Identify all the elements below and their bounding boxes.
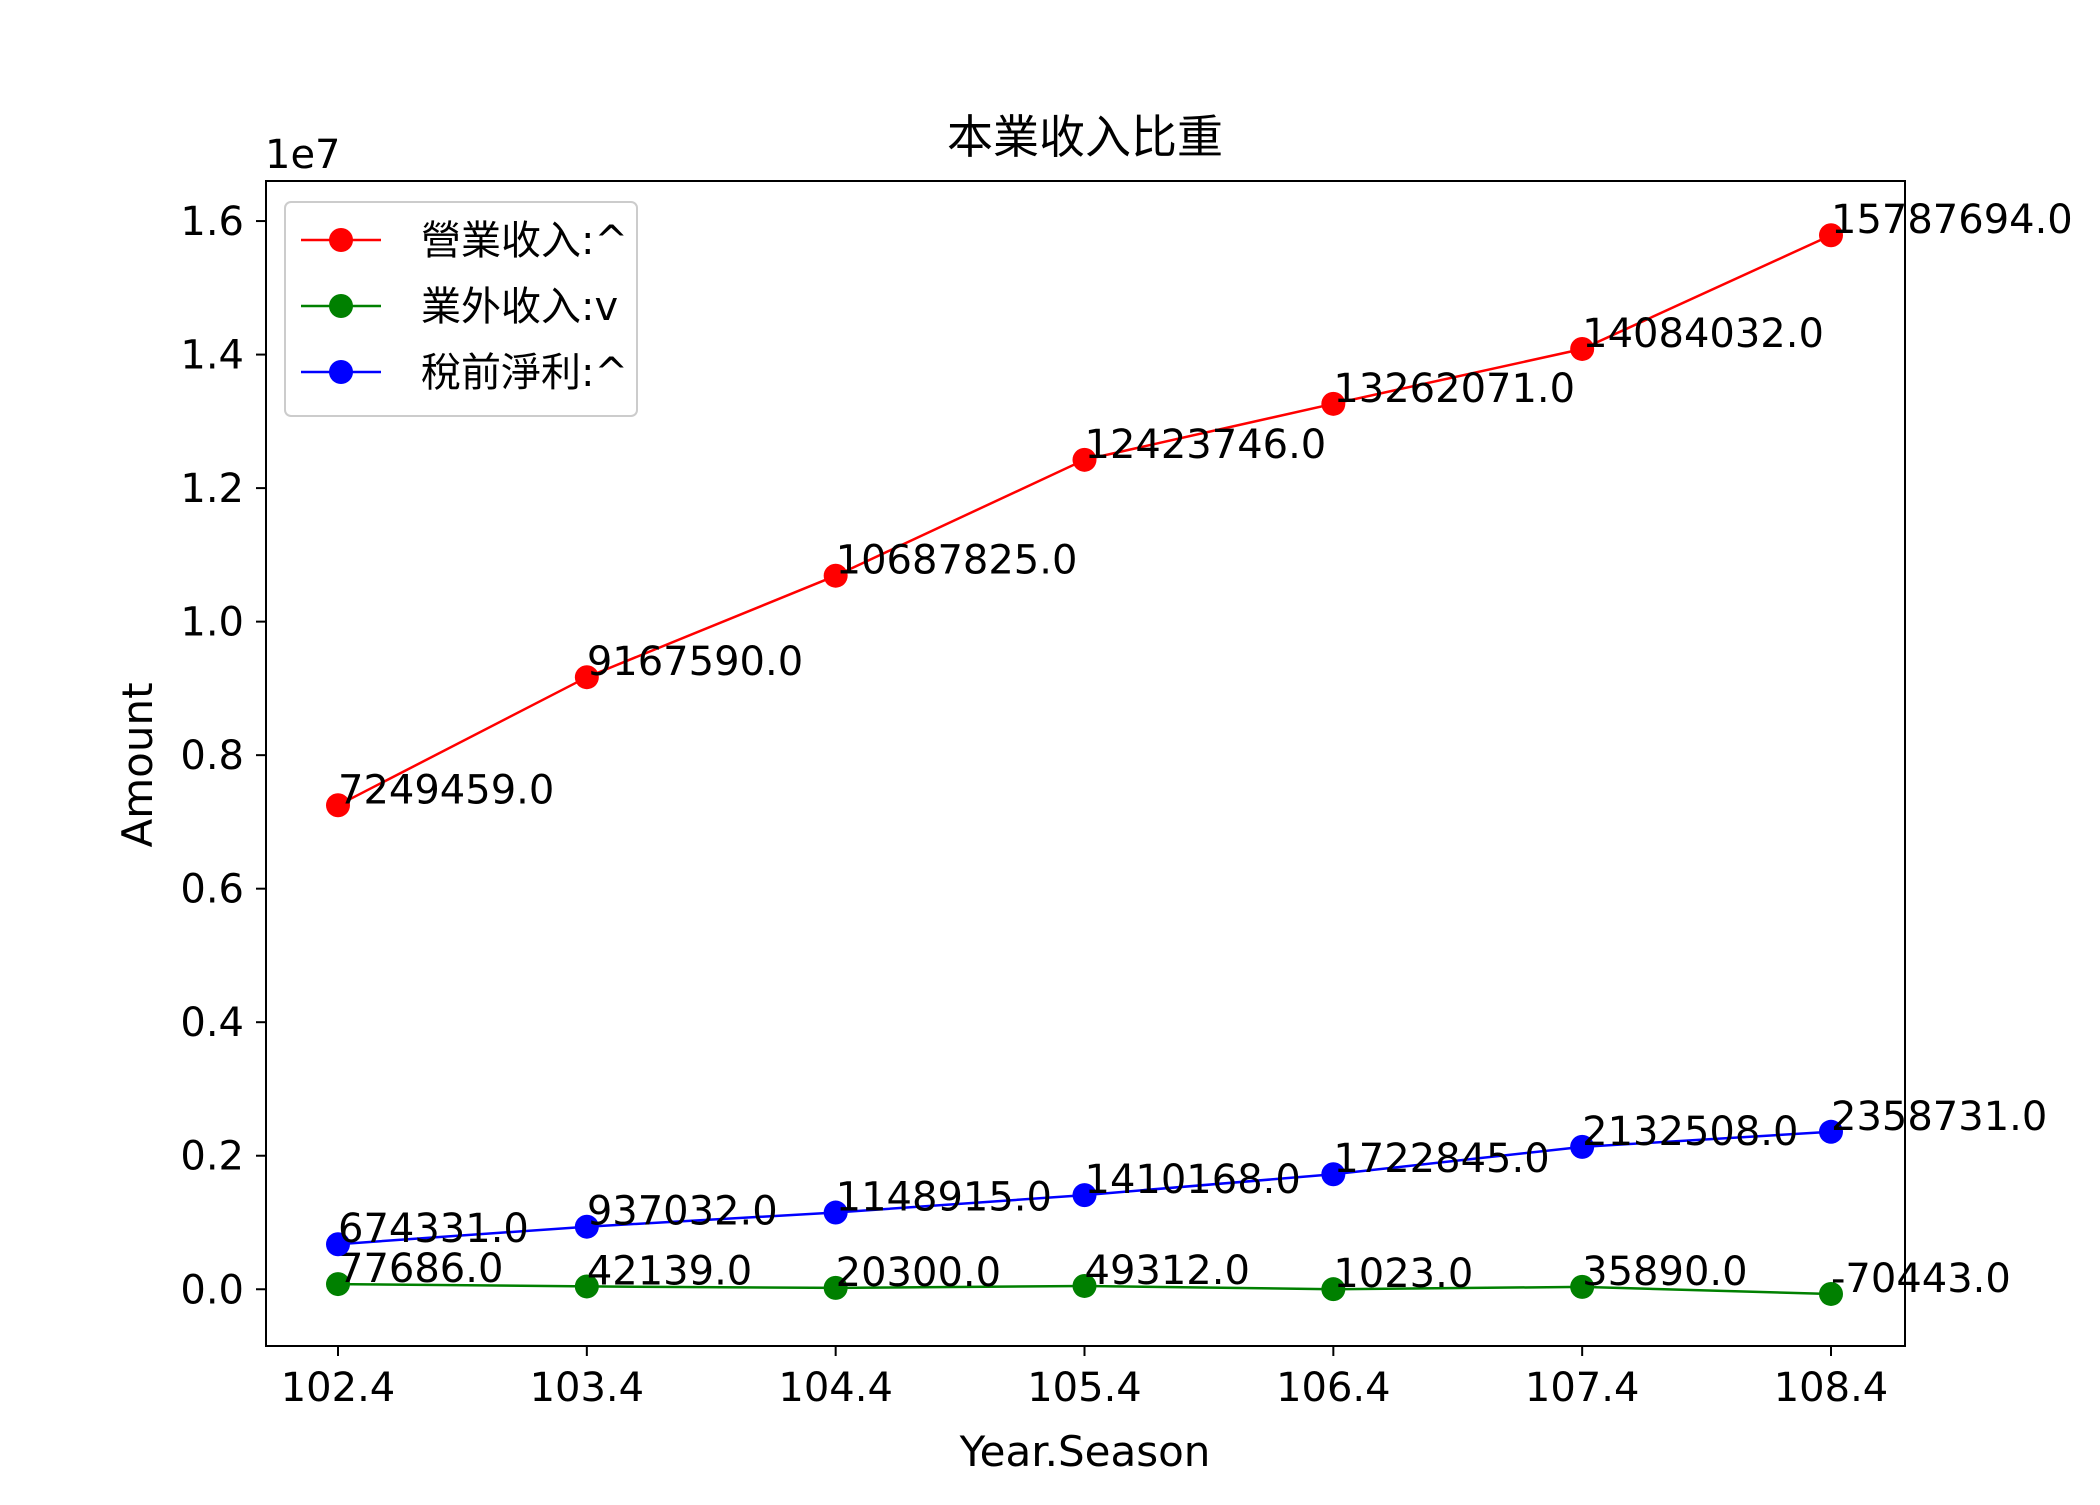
plot-area: 7249459.0 9167590.0 10687825.0 12423746.013… — [326, 197, 2073, 1306]
data-label: 77686.0 — [338, 1246, 503, 1292]
data-label: 20300.0 — [836, 1250, 1001, 1296]
x-tick-label: 106.4 — [1276, 1365, 1391, 1411]
data-label: 2358731.0 — [1831, 1094, 2047, 1140]
data-point — [326, 1232, 350, 1257]
data-label: 12423746.0 — [1085, 422, 1327, 468]
data-label: 1410168.0 — [1085, 1157, 1301, 1203]
y-tick-label: 1.2 — [180, 466, 244, 512]
legend-label: 稅前淨利:^ — [421, 350, 628, 396]
x-axis-label: Year.Season — [959, 1427, 1211, 1476]
data-point — [1321, 391, 1346, 416]
legend-marker — [329, 294, 353, 318]
data-point — [1819, 1281, 1843, 1306]
legend-label: 營業收入:^ — [421, 218, 628, 264]
y-tick-label: 0.2 — [180, 1134, 244, 1180]
data-point — [1321, 1277, 1346, 1302]
legend-box — [284, 201, 638, 417]
chart-title: 本業收入比重 — [947, 110, 1223, 164]
y-tick-label: 0.8 — [180, 733, 244, 779]
data-point — [823, 1275, 848, 1300]
data-label: 15787694.0 — [1831, 197, 2073, 243]
data-point — [574, 665, 599, 690]
data-label: 49312.0 — [1085, 1248, 1250, 1294]
data-point — [1072, 1273, 1097, 1298]
data-point — [1819, 1119, 1843, 1144]
data-point — [1321, 1162, 1346, 1187]
data-point — [326, 793, 350, 818]
data-label: -70443.0 — [1831, 1256, 2011, 1302]
y-tick-label: 0.6 — [180, 867, 244, 913]
x-tick-label: 107.4 — [1525, 1365, 1640, 1411]
legend-marker — [329, 228, 353, 252]
legend-marker — [329, 360, 353, 384]
data-point — [574, 1214, 599, 1239]
x-tick-label: 108.4 — [1774, 1365, 1889, 1411]
y-axis-offset-label: 1e7 — [265, 132, 341, 178]
data-point — [574, 1274, 599, 1299]
y-tick-label: 1.6 — [180, 199, 244, 245]
y-tick-label: 1.0 — [180, 600, 244, 646]
data-label: 9167590.0 — [587, 639, 803, 685]
data-label: 2132508.0 — [1582, 1109, 1798, 1155]
data-label: 13262071.0 — [1333, 366, 1575, 412]
y-tick-label: 0.4 — [180, 1000, 244, 1046]
data-label: 14084032.0 — [1582, 311, 1824, 357]
y-tick-label: 0.0 — [180, 1267, 244, 1313]
x-tick-label: 105.4 — [1027, 1365, 1142, 1411]
data-label: 7249459.0 — [338, 767, 554, 813]
axes: 102.4 103.4 104.4 105.4 106.4 107.4 108.4 0.0 0.… — [180, 199, 1888, 1411]
data-label: 937032.0 — [587, 1189, 778, 1235]
data-point — [823, 1200, 848, 1225]
x-tick-label: 104.4 — [778, 1365, 893, 1411]
x-tick-label: 102.4 — [281, 1365, 396, 1411]
data-label: 1023.0 — [1333, 1251, 1473, 1297]
data-label: 1148915.0 — [836, 1175, 1052, 1221]
data-point — [1072, 447, 1097, 472]
data-point — [1819, 223, 1843, 248]
data-point — [1570, 1274, 1595, 1299]
legend-label: 業外收入:v — [421, 284, 618, 330]
data-point — [1072, 1183, 1097, 1208]
legend: 營業收入:^ 業外收入:v 稅前淨利:^ — [284, 201, 638, 417]
data-label: 35890.0 — [1582, 1249, 1747, 1295]
data-point — [1570, 1134, 1595, 1159]
data-label: 42139.0 — [587, 1248, 752, 1294]
data-point — [823, 563, 848, 588]
y-tick-label: 1.4 — [180, 333, 244, 379]
data-label: 1722845.0 — [1333, 1136, 1549, 1182]
data-point — [326, 1272, 350, 1297]
data-label: 10687825.0 — [836, 538, 1078, 584]
y-axis-label: Amount — [113, 682, 162, 847]
data-point — [1570, 336, 1595, 361]
x-tick-label: 103.4 — [530, 1365, 645, 1411]
data-label: 674331.0 — [338, 1206, 529, 1252]
